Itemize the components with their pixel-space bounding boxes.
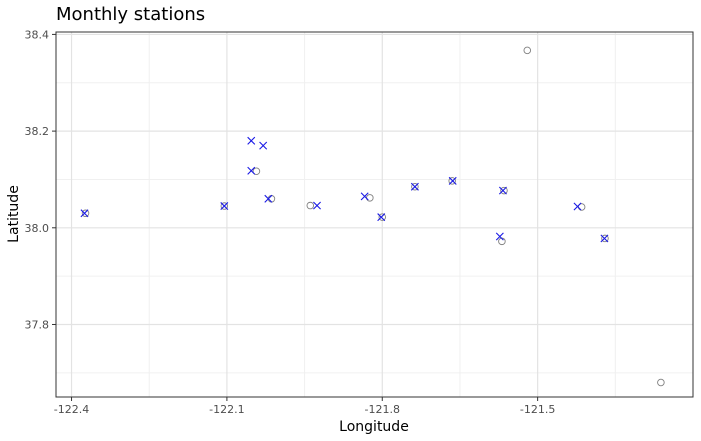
station-x-point <box>448 176 457 185</box>
data-points <box>80 46 665 387</box>
station-circle-point <box>657 378 665 387</box>
station-circle-point <box>500 186 508 195</box>
station-x-point <box>410 182 419 191</box>
station-x-point <box>247 136 256 145</box>
station-circle-point <box>601 234 609 243</box>
station-circle-point <box>81 209 90 218</box>
y-tick-label: 38.4 <box>25 28 50 41</box>
station-circle-point <box>306 201 315 210</box>
station-circle-point <box>252 167 261 175</box>
station-circle-point <box>267 195 276 203</box>
station-circle-point <box>448 177 456 185</box>
y-tick-label: 38.2 <box>25 125 50 138</box>
axes: -122.4 -122.1 -121.8 -121.5 37.8 38.0 38.2 38.4 <box>25 28 556 416</box>
station-x-point <box>247 166 256 175</box>
station-x-point <box>313 201 322 210</box>
y-axis-title: Latitude <box>6 185 22 243</box>
station-x-point <box>264 194 273 203</box>
station-x-point <box>360 192 369 201</box>
station-x-point <box>495 232 504 241</box>
station-circle-point <box>220 202 229 210</box>
x-tick-label: -122.1 <box>209 403 244 416</box>
station-circle-point <box>366 194 374 202</box>
x-tick-label: -121.8 <box>365 403 400 416</box>
station-circle-point <box>378 213 387 221</box>
y-tick-label: 38.0 <box>25 222 50 235</box>
station-x-point <box>220 202 229 211</box>
station-x-point <box>377 213 386 222</box>
station-x-point <box>498 186 507 195</box>
x-tick-label: -121.5 <box>520 403 555 416</box>
grid-lines <box>56 32 693 397</box>
station-circle-point <box>523 46 532 55</box>
chart-title: Monthly stations <box>56 4 205 25</box>
y-tick-label: 37.8 <box>25 318 50 331</box>
station-x-point <box>573 202 582 211</box>
station-x-point <box>80 209 89 218</box>
station-circle-point <box>411 182 419 191</box>
plot-panel-border <box>55 31 694 398</box>
x-tick-label: -122.4 <box>54 403 89 416</box>
station-x-point <box>259 141 268 150</box>
station-x-point <box>600 234 609 243</box>
x-axis-title: Longitude <box>339 419 409 435</box>
